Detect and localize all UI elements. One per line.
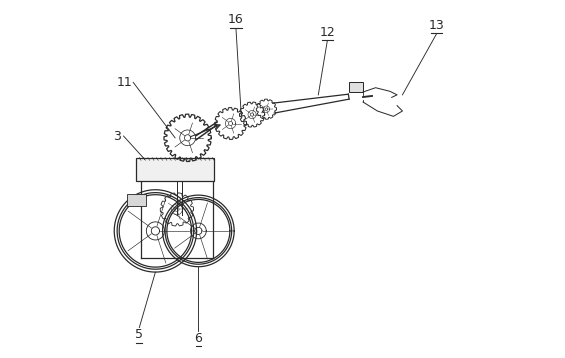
Text: 5: 5 xyxy=(135,328,144,341)
Text: 13: 13 xyxy=(429,19,444,32)
Text: 12: 12 xyxy=(319,26,335,39)
Text: 6: 6 xyxy=(194,332,202,345)
Text: 16: 16 xyxy=(228,13,244,26)
Text: 11: 11 xyxy=(116,76,132,89)
Text: 3: 3 xyxy=(113,130,121,142)
Bar xyxy=(349,82,363,92)
Bar xyxy=(127,194,146,206)
Bar xyxy=(136,158,215,181)
